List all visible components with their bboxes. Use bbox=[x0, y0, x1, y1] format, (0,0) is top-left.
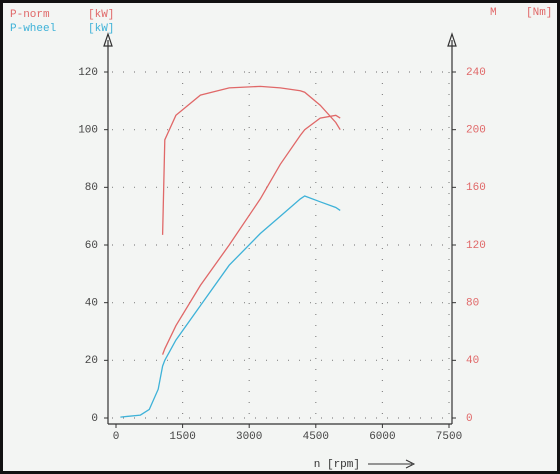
x-axis-label: n [rpm] bbox=[314, 459, 360, 471]
legend-name: P-wheel bbox=[10, 23, 56, 35]
y2-tick-label: 160 bbox=[466, 182, 486, 194]
y-tick-label: 40 bbox=[85, 298, 98, 310]
x-tick-label: 3000 bbox=[236, 431, 262, 443]
legend-unit: [kW] bbox=[88, 23, 114, 35]
x-tick-label: 1500 bbox=[169, 431, 195, 443]
y-tick-label: 20 bbox=[85, 355, 98, 367]
x-tick-label: 0 bbox=[113, 431, 120, 443]
series-line bbox=[120, 195, 341, 418]
y-tick-label: 80 bbox=[85, 182, 98, 194]
legend-name: P-norm bbox=[10, 9, 50, 21]
legend-name: M bbox=[490, 7, 497, 19]
y2-tick-label: 40 bbox=[466, 355, 479, 367]
y-tick-label: 60 bbox=[85, 240, 98, 252]
y2-tick-label: 240 bbox=[466, 67, 486, 79]
series-line bbox=[161, 114, 341, 355]
series-line bbox=[161, 85, 341, 235]
y-tick-label: 100 bbox=[78, 125, 98, 137]
y2-tick-label: 0 bbox=[466, 413, 473, 425]
x-tick-label: 7500 bbox=[436, 431, 462, 443]
legend-unit: [Nm] bbox=[526, 7, 552, 19]
y2-tick-label: 120 bbox=[466, 240, 486, 252]
y2-tick-label: 200 bbox=[466, 125, 486, 137]
y-tick-label: 0 bbox=[91, 413, 98, 425]
legend-unit: [kW] bbox=[88, 9, 114, 21]
y2-tick-label: 80 bbox=[466, 298, 479, 310]
x-tick-label: 4500 bbox=[303, 431, 329, 443]
y-tick-label: 120 bbox=[78, 67, 98, 79]
x-tick-label: 6000 bbox=[369, 431, 395, 443]
x-axis-arrow bbox=[368, 459, 416, 469]
